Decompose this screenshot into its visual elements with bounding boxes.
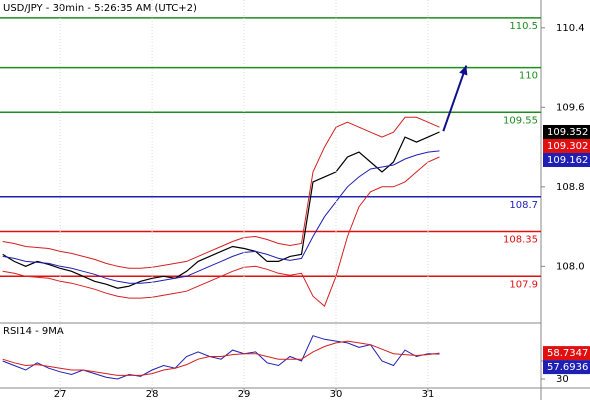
price-tag-label: 109.302 — [547, 141, 588, 152]
arrow-head — [459, 65, 468, 76]
price-tag-label: 57.6936 — [547, 362, 588, 373]
price-tag — [543, 360, 590, 375]
indicator-title: RSI14 - 9MA — [3, 326, 64, 337]
forecast-arrow — [442, 65, 468, 132]
price-tag — [543, 124, 590, 139]
chart-title: USD/JPY - 30min - 5:26:35 AM (UTC+2) — [3, 3, 197, 14]
series-line — [2, 131, 440, 289]
y-tick-label: 109.6 — [556, 102, 585, 113]
series-line — [2, 335, 440, 380]
level-label: 110 — [519, 71, 538, 82]
price-tag — [543, 346, 590, 361]
level-label: 108.7 — [509, 200, 538, 211]
series-line — [2, 150, 440, 284]
x-tick-label: 29 — [238, 389, 251, 400]
level-label: 108.35 — [503, 235, 538, 246]
x-tick-label: 30 — [330, 389, 343, 400]
price-tag-label: 109.162 — [547, 155, 588, 166]
y-tick-label: 110.4 — [556, 23, 585, 34]
x-tick-label: 31 — [422, 389, 435, 400]
x-tick-label: 27 — [54, 389, 67, 400]
series-line — [2, 156, 440, 307]
level-label: 107.9 — [509, 279, 538, 290]
level-label: 109.55 — [503, 115, 538, 126]
y-tick-label: 30 — [556, 374, 569, 385]
level-label: 110.5 — [509, 21, 538, 32]
series-line — [2, 340, 440, 376]
price-tag-label: 58.7347 — [547, 348, 588, 359]
y-tick-label: 108.0 — [556, 261, 585, 272]
x-tick-label: 28 — [146, 389, 159, 400]
y-tick-label: 108.8 — [556, 182, 585, 193]
series-line — [2, 116, 440, 269]
price-tag — [543, 152, 590, 167]
price-tag — [543, 138, 590, 153]
price-tag-label: 109.352 — [547, 127, 588, 138]
